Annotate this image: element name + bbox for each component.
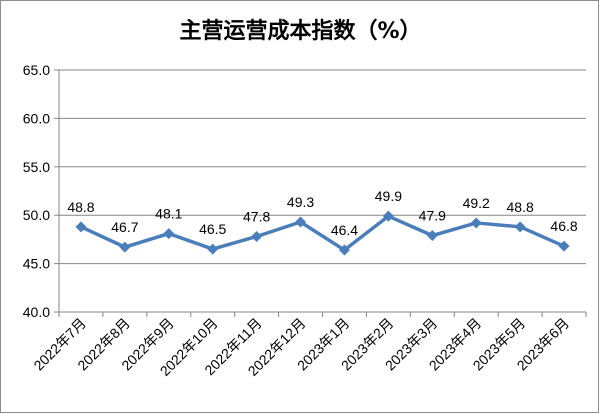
- data-label: 47.9: [419, 208, 446, 224]
- data-point-marker: [75, 221, 87, 233]
- y-tick-label: 50.0: [23, 207, 50, 223]
- chart-title: 主营运营成本指数（%）: [179, 19, 422, 44]
- data-point-marker: [295, 216, 307, 228]
- data-label: 46.5: [199, 221, 226, 237]
- data-point-marker: [470, 217, 482, 229]
- data-label: 49.2: [463, 195, 490, 211]
- data-label: 49.9: [375, 188, 402, 204]
- data-point-marker: [251, 230, 263, 242]
- data-point-marker: [207, 243, 219, 255]
- data-point-marker: [514, 221, 526, 233]
- data-point-marker: [426, 230, 438, 242]
- data-label: 47.8: [243, 208, 270, 224]
- data-label: 49.3: [287, 194, 314, 210]
- data-point-marker: [382, 210, 394, 222]
- data-point-marker: [558, 240, 570, 252]
- data-point-marker: [163, 228, 175, 240]
- data-label: 48.1: [155, 206, 182, 222]
- series-line: [80, 214, 565, 252]
- y-tick-label: 40.0: [23, 304, 50, 320]
- y-tick-label: 65.0: [23, 62, 50, 78]
- y-tick-label: 45.0: [23, 256, 50, 272]
- y-tick-label: 55.0: [23, 159, 50, 175]
- data-label: 48.8: [67, 199, 94, 215]
- data-label: 46.7: [111, 219, 138, 235]
- data-label: 46.8: [550, 218, 577, 234]
- data-label: 46.4: [331, 222, 358, 238]
- data-point-marker: [119, 241, 131, 253]
- data-label: 48.8: [507, 199, 534, 215]
- data-point-marker: [338, 244, 350, 256]
- y-tick-label: 60.0: [23, 110, 50, 126]
